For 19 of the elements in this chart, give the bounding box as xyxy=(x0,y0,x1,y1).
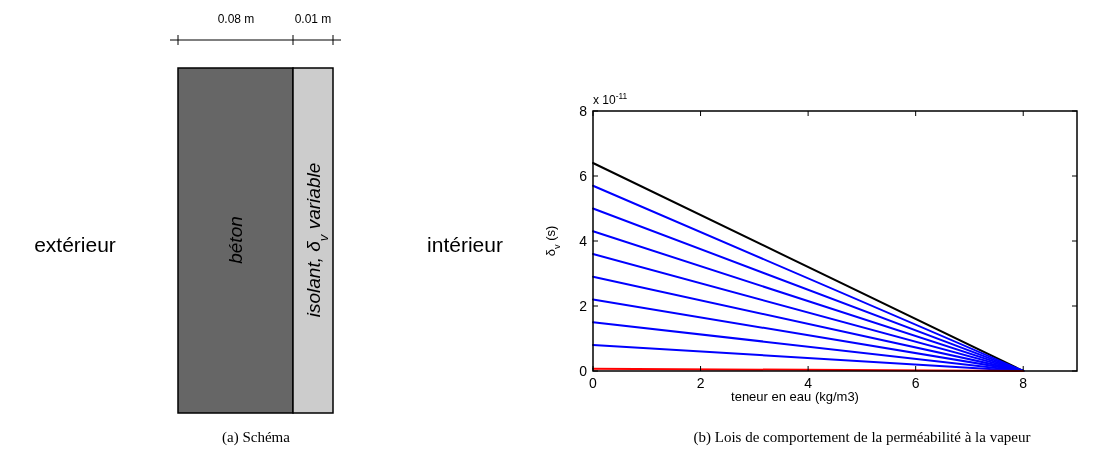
x-tick-label: 6 xyxy=(911,375,920,391)
x-axis-title: teneur en eau (kg/m3) xyxy=(731,389,859,404)
text: extérieur xyxy=(34,233,116,256)
x-tick-label: 8 xyxy=(1019,375,1028,391)
text: x 10$^{-11}$ xyxy=(593,91,628,107)
x-tick-label: 4 xyxy=(804,375,813,391)
text: intérieur xyxy=(427,233,503,256)
y-tick-label: 4 xyxy=(579,233,588,249)
y-tick-label: 8 xyxy=(579,103,588,119)
text: béton xyxy=(225,216,246,264)
text: (b) Lois de comportement de la perméabilité à la vapeur xyxy=(693,429,1031,446)
y-tick-label: 6 xyxy=(579,168,588,184)
text: 0.08 m xyxy=(217,12,255,26)
y-tick-label: 0 xyxy=(579,363,588,379)
y-tick-label: 2 xyxy=(579,298,588,314)
x-tick-label: 2 xyxy=(696,375,705,391)
text: (a) Schéma xyxy=(222,429,291,446)
x-tick-label: 0 xyxy=(589,375,598,391)
text: 0.01 m xyxy=(294,12,332,26)
